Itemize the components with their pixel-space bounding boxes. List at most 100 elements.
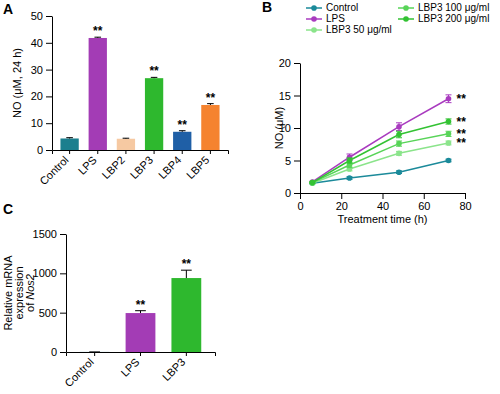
legend-item: LBP3 100 μg/ml [398, 2, 489, 13]
x-tick: LBP3 [160, 352, 188, 383]
error-cap [123, 138, 130, 139]
bar [173, 132, 191, 150]
legend-label: LPS [326, 13, 345, 24]
series-line [312, 99, 448, 182]
error-bar [66, 137, 73, 139]
x-tick-label: Control [62, 356, 96, 390]
plot-area [80, 270, 201, 352]
y-tick-label: 20 [31, 90, 43, 102]
x-axis: ControlLPSLBP2LBP3LBP4LBP5 [37, 150, 228, 187]
x-tick-label: Control [37, 154, 71, 188]
error-bar [396, 131, 402, 138]
y-tick-label: 40 [31, 37, 43, 49]
x-tick-mark [94, 352, 95, 356]
legend-label: LBP3 100 μg/ml [418, 2, 489, 13]
x-tick: 60 [418, 193, 430, 212]
panel-label: C [3, 201, 13, 217]
y-tick-label: 0 [51, 346, 57, 358]
x-tick-label: LPS [118, 356, 141, 379]
error-cap [347, 154, 353, 155]
point [446, 158, 452, 164]
x-tick-label: LBP5 [184, 154, 212, 182]
point [310, 180, 316, 186]
y-axis-title: NO (μM) [273, 107, 285, 149]
axis-line [66, 235, 67, 353]
bar [145, 78, 163, 150]
error-bar [396, 151, 402, 155]
x-tick-mark [97, 150, 98, 154]
series-line [312, 122, 448, 183]
x-tick: 40 [377, 193, 389, 212]
legend-marker [403, 16, 409, 22]
y-tick-label: 30 [31, 64, 43, 76]
legend: ControlLPSLBP3 50 μg/mlLBP3 100 μg/mlLBP… [306, 2, 489, 35]
significance: ** [457, 115, 467, 129]
error-bar [446, 95, 452, 103]
y-tick-mark [46, 123, 52, 124]
y-tick-label: 5 [285, 155, 291, 167]
y-tick-mark [46, 43, 52, 44]
y-tick-mark [294, 193, 300, 194]
point [446, 140, 452, 146]
legend-marker [311, 16, 317, 22]
series-line [312, 143, 448, 183]
point [396, 124, 402, 130]
bar [117, 139, 135, 150]
y-tick: 0 [285, 187, 300, 199]
panel: 050010001500ControlLPSLBP3****Relative m… [2, 201, 216, 389]
y-axis-title: NO (μM, 24 h) [11, 48, 23, 118]
x-tick: 80 [459, 193, 471, 212]
y-tick: 0 [37, 144, 52, 156]
significance: ** [178, 118, 188, 132]
x-tick-mark [69, 150, 70, 154]
x-tick-label: 40 [377, 200, 389, 212]
y-tick-mark [294, 128, 300, 129]
legend-marker [403, 5, 409, 11]
y-tick: 1500 [33, 228, 66, 240]
y-axis: 0 10 20 30 40 50 [31, 10, 53, 156]
y-tick-mark [46, 16, 52, 17]
x-tick-mark [300, 193, 301, 199]
x-tick-label: 0 [297, 200, 303, 212]
y-tick-label: 10 [31, 117, 43, 129]
y-tick-label: 50 [31, 10, 43, 22]
point [396, 169, 402, 175]
bar [201, 105, 219, 150]
x-tick: Control [37, 150, 71, 187]
plot-area [60, 37, 219, 150]
y-tick: 1000 [33, 267, 66, 279]
y-tick-label: 1500 [33, 228, 57, 240]
error-cap [66, 137, 73, 138]
error-cap [446, 102, 452, 103]
error-cap [446, 94, 452, 95]
error-cap [396, 131, 402, 132]
y-tick-mark [46, 150, 52, 151]
x-axis-title: Treatment time (h) [337, 213, 427, 225]
point [347, 158, 353, 164]
error-bar [181, 270, 192, 278]
point [310, 179, 316, 185]
y-tick: 15 [279, 90, 300, 102]
error-cap [396, 130, 402, 131]
error-bar [446, 119, 452, 124]
series-line [312, 134, 448, 183]
figure: 01020304050ControlLPSLBP2LBP3LBP4LBP5***… [0, 0, 500, 394]
x-tick: LBP2 [100, 150, 128, 181]
x-tick: LBP4 [156, 150, 184, 181]
point [396, 141, 402, 147]
x-tick-label: 60 [418, 200, 430, 212]
x-tick: LPS [76, 150, 99, 177]
point [396, 151, 402, 157]
panel: 05101520020406080********ControlLPSLBP3 … [262, 0, 489, 225]
significance: ** [206, 91, 216, 105]
bar [89, 38, 107, 150]
y-tick-mark [60, 273, 66, 274]
x-tick-mark [140, 352, 141, 356]
y-tick-label: 20 [279, 57, 291, 69]
error-cap [396, 137, 402, 138]
y-tick: 20 [279, 57, 300, 69]
point [310, 180, 316, 186]
point [347, 175, 353, 181]
y-tick-mark [294, 96, 300, 97]
y-tick-mark [60, 313, 66, 314]
